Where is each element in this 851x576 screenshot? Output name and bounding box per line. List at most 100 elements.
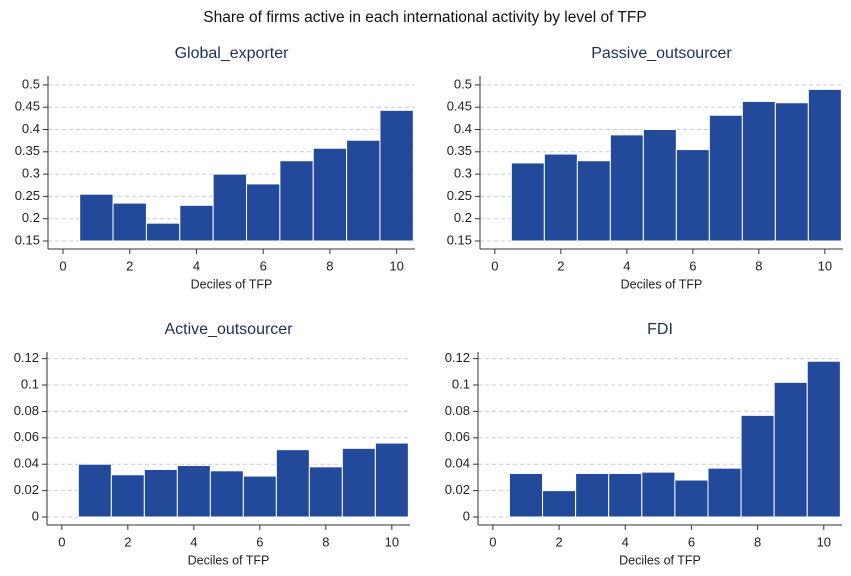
bar (542, 490, 577, 518)
bar (77, 463, 112, 518)
bar (609, 134, 644, 242)
x-tick-label: 8 (322, 534, 329, 549)
figure-title: Share of firms active in each internatio… (203, 9, 646, 26)
bar (145, 222, 181, 242)
x-tick-label: 0 (59, 258, 66, 273)
y-tick-label: 0.35 (15, 143, 40, 158)
x-tick-label: 4 (622, 534, 629, 549)
y-tick-label: 0.2 (454, 210, 472, 225)
x-tick-label: 0 (491, 258, 498, 273)
y-tick-label: 0.35 (447, 143, 472, 158)
bar (774, 102, 809, 242)
bar (346, 139, 381, 242)
y-tick-label: 0.04 (445, 456, 470, 471)
bar (176, 465, 211, 518)
bar (79, 193, 114, 242)
x-tick-label: 6 (688, 534, 695, 549)
bar (806, 360, 841, 518)
x-tick-label: 10 (389, 258, 403, 273)
y-tick-label: 0.5 (454, 76, 472, 91)
y-tick-label: 0.4 (22, 121, 40, 136)
bar (807, 88, 842, 242)
bar (674, 479, 709, 518)
bar (279, 160, 314, 242)
bar (675, 149, 710, 242)
y-tick-label: 0.04 (14, 456, 39, 471)
y-tick-label: 0.15 (15, 232, 40, 247)
bar (308, 466, 343, 518)
y-tick-label: 0.06 (445, 429, 470, 444)
bar (374, 442, 409, 518)
y-tick-label: 0.45 (447, 99, 472, 114)
bar (275, 449, 310, 518)
y-tick-label: 0.25 (447, 188, 472, 203)
x-tick-label: 10 (817, 534, 831, 549)
bar (112, 202, 147, 242)
y-tick-label: 0 (32, 508, 39, 523)
chart-title: Active_outsourcer (164, 321, 293, 338)
bar (740, 414, 775, 518)
y-tick-label: 0.1 (21, 376, 39, 391)
x-tick-label: 4 (623, 258, 630, 273)
x-tick-label: 6 (689, 258, 696, 273)
bar (708, 114, 743, 242)
x-tick-label: 6 (256, 534, 263, 549)
x-tick-label: 8 (754, 534, 761, 549)
y-tick-label: 0.3 (22, 166, 40, 181)
y-tick-label: 0.12 (445, 350, 470, 365)
x-tick-label: 2 (124, 534, 131, 549)
chart-title: Passive_outsourcer (591, 45, 732, 62)
bar (242, 475, 277, 518)
y-tick-label: 0.4 (454, 121, 472, 136)
bar (543, 153, 578, 242)
y-tick-label: 0.02 (14, 482, 39, 497)
x-tick-label: 4 (193, 258, 200, 273)
y-tick-label: 0.5 (22, 76, 40, 91)
y-tick-label: 0.25 (15, 188, 40, 203)
x-axis-label: Deciles of TFP (619, 553, 701, 567)
y-tick-label: 0.08 (445, 403, 470, 418)
bar (508, 472, 544, 518)
bar (246, 183, 281, 242)
x-axis-label: Deciles of TFP (188, 553, 270, 567)
bar (209, 470, 244, 518)
x-axis-label: Deciles of TFP (191, 277, 273, 291)
y-tick-label: 0.08 (14, 403, 39, 418)
y-tick-label: 0.1 (452, 376, 470, 391)
bar (341, 447, 376, 518)
bar (773, 381, 808, 518)
bar (707, 467, 742, 518)
y-tick-label: 0.02 (445, 482, 470, 497)
x-tick-label: 10 (818, 258, 832, 273)
bar (741, 100, 776, 242)
bar (642, 129, 677, 242)
y-tick-label: 0.2 (22, 210, 40, 225)
x-tick-label: 2 (555, 534, 562, 549)
x-tick-label: 0 (489, 534, 496, 549)
y-tick-label: 0.12 (14, 350, 39, 365)
bar (143, 468, 178, 518)
bar (312, 147, 348, 242)
x-tick-label: 0 (58, 534, 65, 549)
x-tick-label: 4 (190, 534, 197, 549)
x-tick-label: 2 (557, 258, 564, 273)
x-tick-label: 8 (326, 258, 333, 273)
bar (110, 474, 145, 518)
x-tick-label: 10 (385, 534, 399, 549)
bar (641, 471, 676, 518)
bar (179, 204, 214, 242)
bar (576, 160, 611, 242)
y-tick-label: 0.45 (15, 99, 40, 114)
y-tick-label: 0.3 (454, 166, 472, 181)
chart-title: FDI (647, 321, 673, 338)
bar (212, 173, 248, 242)
y-tick-label: 0.06 (14, 429, 39, 444)
x-tick-label: 8 (755, 258, 762, 273)
bar (510, 162, 545, 242)
bar (575, 472, 610, 518)
y-tick-label: 0 (463, 508, 470, 523)
bar (379, 109, 414, 242)
bar (608, 472, 643, 518)
x-axis-label: Deciles of TFP (621, 277, 703, 291)
